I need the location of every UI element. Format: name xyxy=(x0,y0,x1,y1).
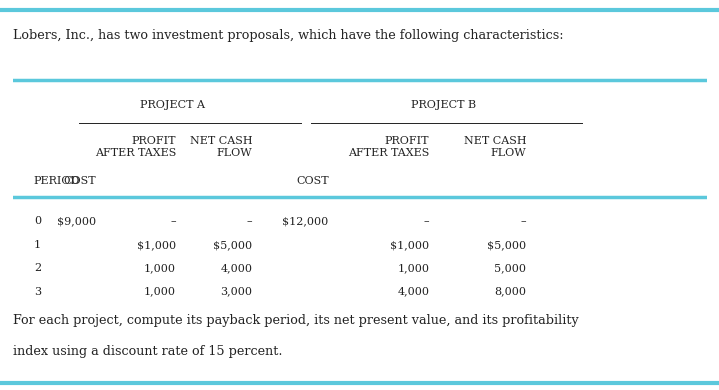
Text: 1,000: 1,000 xyxy=(144,263,176,273)
Text: 2: 2 xyxy=(34,263,41,273)
Text: NET CASH
FLOW: NET CASH FLOW xyxy=(464,136,526,158)
Text: 4,000: 4,000 xyxy=(220,263,252,273)
Text: $5,000: $5,000 xyxy=(487,240,526,250)
Text: 1: 1 xyxy=(34,240,41,250)
Text: 8,000: 8,000 xyxy=(495,287,526,297)
Text: index using a discount rate of 15 percent.: index using a discount rate of 15 percen… xyxy=(13,345,283,358)
Text: Lobers, Inc., has two investment proposals, which have the following characteris: Lobers, Inc., has two investment proposa… xyxy=(13,29,564,42)
Text: –: – xyxy=(247,216,252,226)
Text: $5,000: $5,000 xyxy=(214,240,252,250)
Text: 1,000: 1,000 xyxy=(397,263,429,273)
Text: PROFIT
AFTER TAXES: PROFIT AFTER TAXES xyxy=(348,136,429,158)
Text: –: – xyxy=(170,216,176,226)
Text: PROJECT A: PROJECT A xyxy=(140,100,205,110)
Text: $12,000: $12,000 xyxy=(283,216,329,226)
Text: NET CASH
FLOW: NET CASH FLOW xyxy=(190,136,252,158)
Text: 0: 0 xyxy=(34,216,41,226)
Text: 1,000: 1,000 xyxy=(144,287,176,297)
Text: –: – xyxy=(521,216,526,226)
Text: COST: COST xyxy=(63,176,96,186)
Text: $1,000: $1,000 xyxy=(390,240,429,250)
Text: $9,000: $9,000 xyxy=(57,216,96,226)
Text: 3,000: 3,000 xyxy=(220,287,252,297)
Text: PERIOD: PERIOD xyxy=(34,176,80,186)
Text: COST: COST xyxy=(296,176,329,186)
Text: PROFIT
AFTER TAXES: PROFIT AFTER TAXES xyxy=(95,136,176,158)
Text: 3: 3 xyxy=(34,287,41,297)
Text: $1,000: $1,000 xyxy=(137,240,176,250)
Text: 4,000: 4,000 xyxy=(397,287,429,297)
Text: –: – xyxy=(423,216,429,226)
Text: PROJECT B: PROJECT B xyxy=(411,100,476,110)
Text: 5,000: 5,000 xyxy=(495,263,526,273)
Text: For each project, compute its payback period, its net present value, and its pro: For each project, compute its payback pe… xyxy=(13,314,579,327)
